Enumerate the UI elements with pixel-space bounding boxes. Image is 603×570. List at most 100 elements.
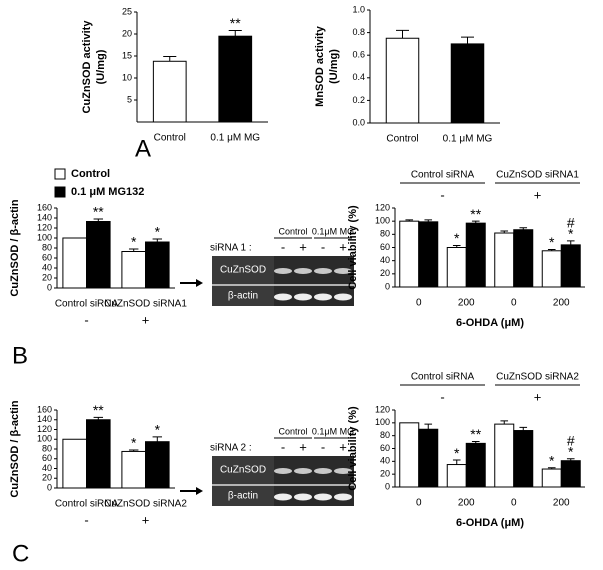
blot-band-label: CuZnSOD [220,465,266,476]
error-bar [519,227,528,230]
y-tick-label: 80 [42,443,52,453]
error-bar [471,440,480,444]
error-bar [519,426,528,431]
bar [385,37,420,124]
significance-mark: * [155,422,161,438]
y-tick-label: 20 [380,268,390,278]
bar [218,35,253,123]
blot-lane-sign: - [281,239,285,254]
error-bar [93,416,104,420]
panel-label: B [12,342,28,369]
y-tick-label: 160 [37,202,52,212]
blot-lane-sign: - [321,439,325,454]
significance-mark: * [568,226,574,242]
blot-condition: Control [278,426,307,436]
group-label: CuZnSOD siRNA2 [496,372,579,383]
y-tick-label: 100 [37,232,52,242]
bar [494,232,515,288]
error-bar [405,219,414,222]
y-tick-label: 80 [380,430,390,440]
x-tick-label: Control [154,133,186,144]
significance-mark: ** [230,15,241,31]
bar [541,250,562,288]
y-axis-label: CuZnSOD / β-actin [9,199,21,296]
legend-label: 0.1 μM MG132 [71,186,144,198]
bar [560,244,581,288]
blot-band [274,293,292,301]
y-tick-label: 0.4 [352,72,365,82]
y-tick-label: 0 [385,281,390,291]
x-tick-label: Control siRNA [55,499,119,510]
bar [399,220,420,288]
y-axis-label: CuZnSOD activity [81,20,93,114]
legend-swatch [54,168,66,180]
bar [513,430,534,488]
bar [145,441,170,489]
significance-mark: ** [93,204,104,220]
y-tick-label: 80 [42,242,52,252]
y-tick-label: 140 [37,414,52,424]
group-sign: - [440,187,444,202]
y-tick-label: 20 [380,469,390,479]
error-bar [461,36,474,44]
blot-band-label: CuZnSOD [220,265,266,276]
x-tick-label: 0 [511,298,517,309]
error-bar [547,467,556,470]
blot-band [314,493,332,501]
y-tick-label: 5 [127,94,132,104]
blot-band [334,293,352,301]
group-sign: + [534,187,542,202]
significance-mark: * [549,234,555,250]
y-tick-label: 160 [37,404,52,414]
y-tick-label: 0.0 [352,117,365,127]
group-sign: + [534,389,542,404]
blot-condition: Control [278,226,307,236]
blot-lane-sign: + [299,439,307,454]
blot-lane-sign: - [321,239,325,254]
bar [465,442,486,488]
y-tick-label: 140 [37,212,52,222]
y-axis-label: (U/mg) [328,49,340,84]
bar [152,60,187,123]
group-label: Control siRNA [411,372,475,383]
y-axis-label: Cell viability (%) [347,205,359,290]
y-tick-label: 120 [37,424,52,434]
arrow-head [196,487,203,495]
x-axis-label: 6-OHDA (μM) [456,317,524,329]
error-bar [424,423,433,430]
group-label: Control siRNA [411,170,475,181]
blot-condition: 0.1μM MG [312,426,354,436]
x-tick-label: CuZnSOD siRNA2 [104,499,187,510]
x-tick-label: 0 [416,498,422,509]
panel-label: C [12,540,29,567]
bar [446,464,467,488]
blot-band [274,268,292,274]
error-bar [452,245,461,248]
arrow-head [196,279,203,287]
blot-band [294,293,312,301]
x-tick-sign: + [142,312,150,327]
significance-mark: ** [470,206,481,222]
x-tick-label: 0.1 μM MG [443,134,493,145]
bar [121,251,147,289]
error-bar [152,238,163,242]
y-tick-label: 120 [37,222,52,232]
error-bar [396,29,409,39]
bar [541,468,562,488]
bar [62,237,88,289]
significance-mark: * [568,443,574,459]
blot-band [314,268,332,274]
blot-lane-sign: + [339,239,347,254]
significance-mark: # [567,432,575,448]
y-tick-label: 20 [122,28,132,38]
blot-band [334,493,352,501]
blot-band [274,468,292,474]
significance-mark: # [567,215,575,231]
x-tick-label: Control siRNA [55,299,119,310]
panel-label: A [135,135,151,162]
significance-mark: * [454,445,460,461]
y-tick-label: 25 [122,6,132,16]
x-tick-label: 200 [458,298,475,309]
x-tick-label: 0 [511,498,517,509]
x-tick-label: 200 [553,298,570,309]
